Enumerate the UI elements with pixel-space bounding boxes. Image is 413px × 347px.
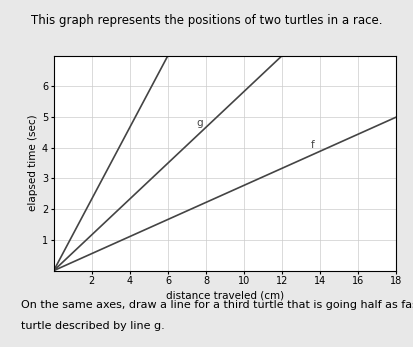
Text: On the same axes, draw a line for a third turtle that is going half as fast as t: On the same axes, draw a line for a thir… [21,300,413,310]
Text: g: g [197,118,203,128]
Text: This graph represents the positions of two turtles in a race.: This graph represents the positions of t… [31,14,382,27]
Y-axis label: elapsed time (sec): elapsed time (sec) [28,115,38,211]
Text: f: f [311,140,315,150]
Text: turtle described by line g.: turtle described by line g. [21,321,164,331]
X-axis label: distance traveled (cm): distance traveled (cm) [166,290,284,301]
